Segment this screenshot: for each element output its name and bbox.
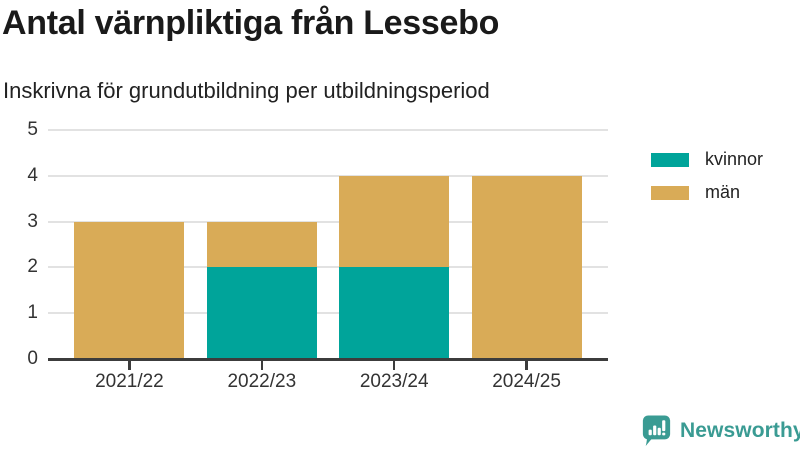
chart-title: Antal värnpliktiga från Lessebo bbox=[2, 4, 500, 42]
y-axis-tick-label: 4 bbox=[27, 164, 38, 186]
bar-segment-kvinnor-2022/23 bbox=[206, 267, 317, 359]
legend: kvinnor män bbox=[651, 149, 763, 215]
legend-swatch-kvinnor bbox=[651, 152, 689, 167]
gridline-y3 bbox=[48, 220, 608, 223]
y-axis-tick-label: 0 bbox=[27, 348, 38, 369]
y-axis-tick-label: 3 bbox=[27, 210, 38, 232]
x-axis-tick bbox=[260, 360, 264, 370]
legend-swatch-män bbox=[651, 185, 689, 200]
newsworthy-logo-icon bbox=[642, 415, 671, 446]
bar-segment-kvinnor-2023/24 bbox=[339, 267, 450, 359]
y-axis-tick-label: 1 bbox=[27, 302, 38, 324]
gridline-y4 bbox=[48, 174, 608, 177]
x-axis-tick-label: 2023/24 bbox=[359, 371, 429, 392]
y-axis-tick-label: 5 bbox=[27, 119, 38, 140]
bar-segment-män-2021/22 bbox=[74, 221, 185, 359]
bar-segment-män-2024/25 bbox=[471, 175, 582, 359]
bar-segment-män-2023/24 bbox=[339, 175, 450, 268]
x-axis-tick-label: 2021/22 bbox=[95, 371, 164, 392]
y-axis-tick-label: 2 bbox=[27, 256, 38, 278]
legend-item-män: män bbox=[651, 182, 763, 203]
bar-segment-män-2022/23 bbox=[206, 221, 317, 268]
x-axis-tick bbox=[128, 360, 131, 370]
legend-label: kvinnor bbox=[705, 149, 764, 169]
x-axis-tick bbox=[525, 360, 528, 370]
x-axis-tick-label: 2024/25 bbox=[492, 371, 561, 392]
x-axis-line bbox=[48, 357, 608, 361]
x-axis-tick bbox=[392, 360, 396, 370]
newsworthy-logo-text: Newsworthy bbox=[680, 418, 800, 442]
chart-subtitle: Inskrivna för grundutbildning per utbild… bbox=[3, 78, 490, 103]
gridline-y2 bbox=[48, 266, 608, 269]
legend-item-kvinnor: kvinnor bbox=[651, 149, 763, 170]
gridline-y5 bbox=[48, 129, 608, 131]
logo-bar-chart-glyph bbox=[648, 420, 666, 436]
legend-label: män bbox=[705, 182, 741, 202]
x-axis-tick-label: 2022/23 bbox=[227, 371, 297, 392]
newsworthy-brand: Newsworthy bbox=[641, 414, 800, 447]
gridline-y1 bbox=[48, 312, 608, 315]
